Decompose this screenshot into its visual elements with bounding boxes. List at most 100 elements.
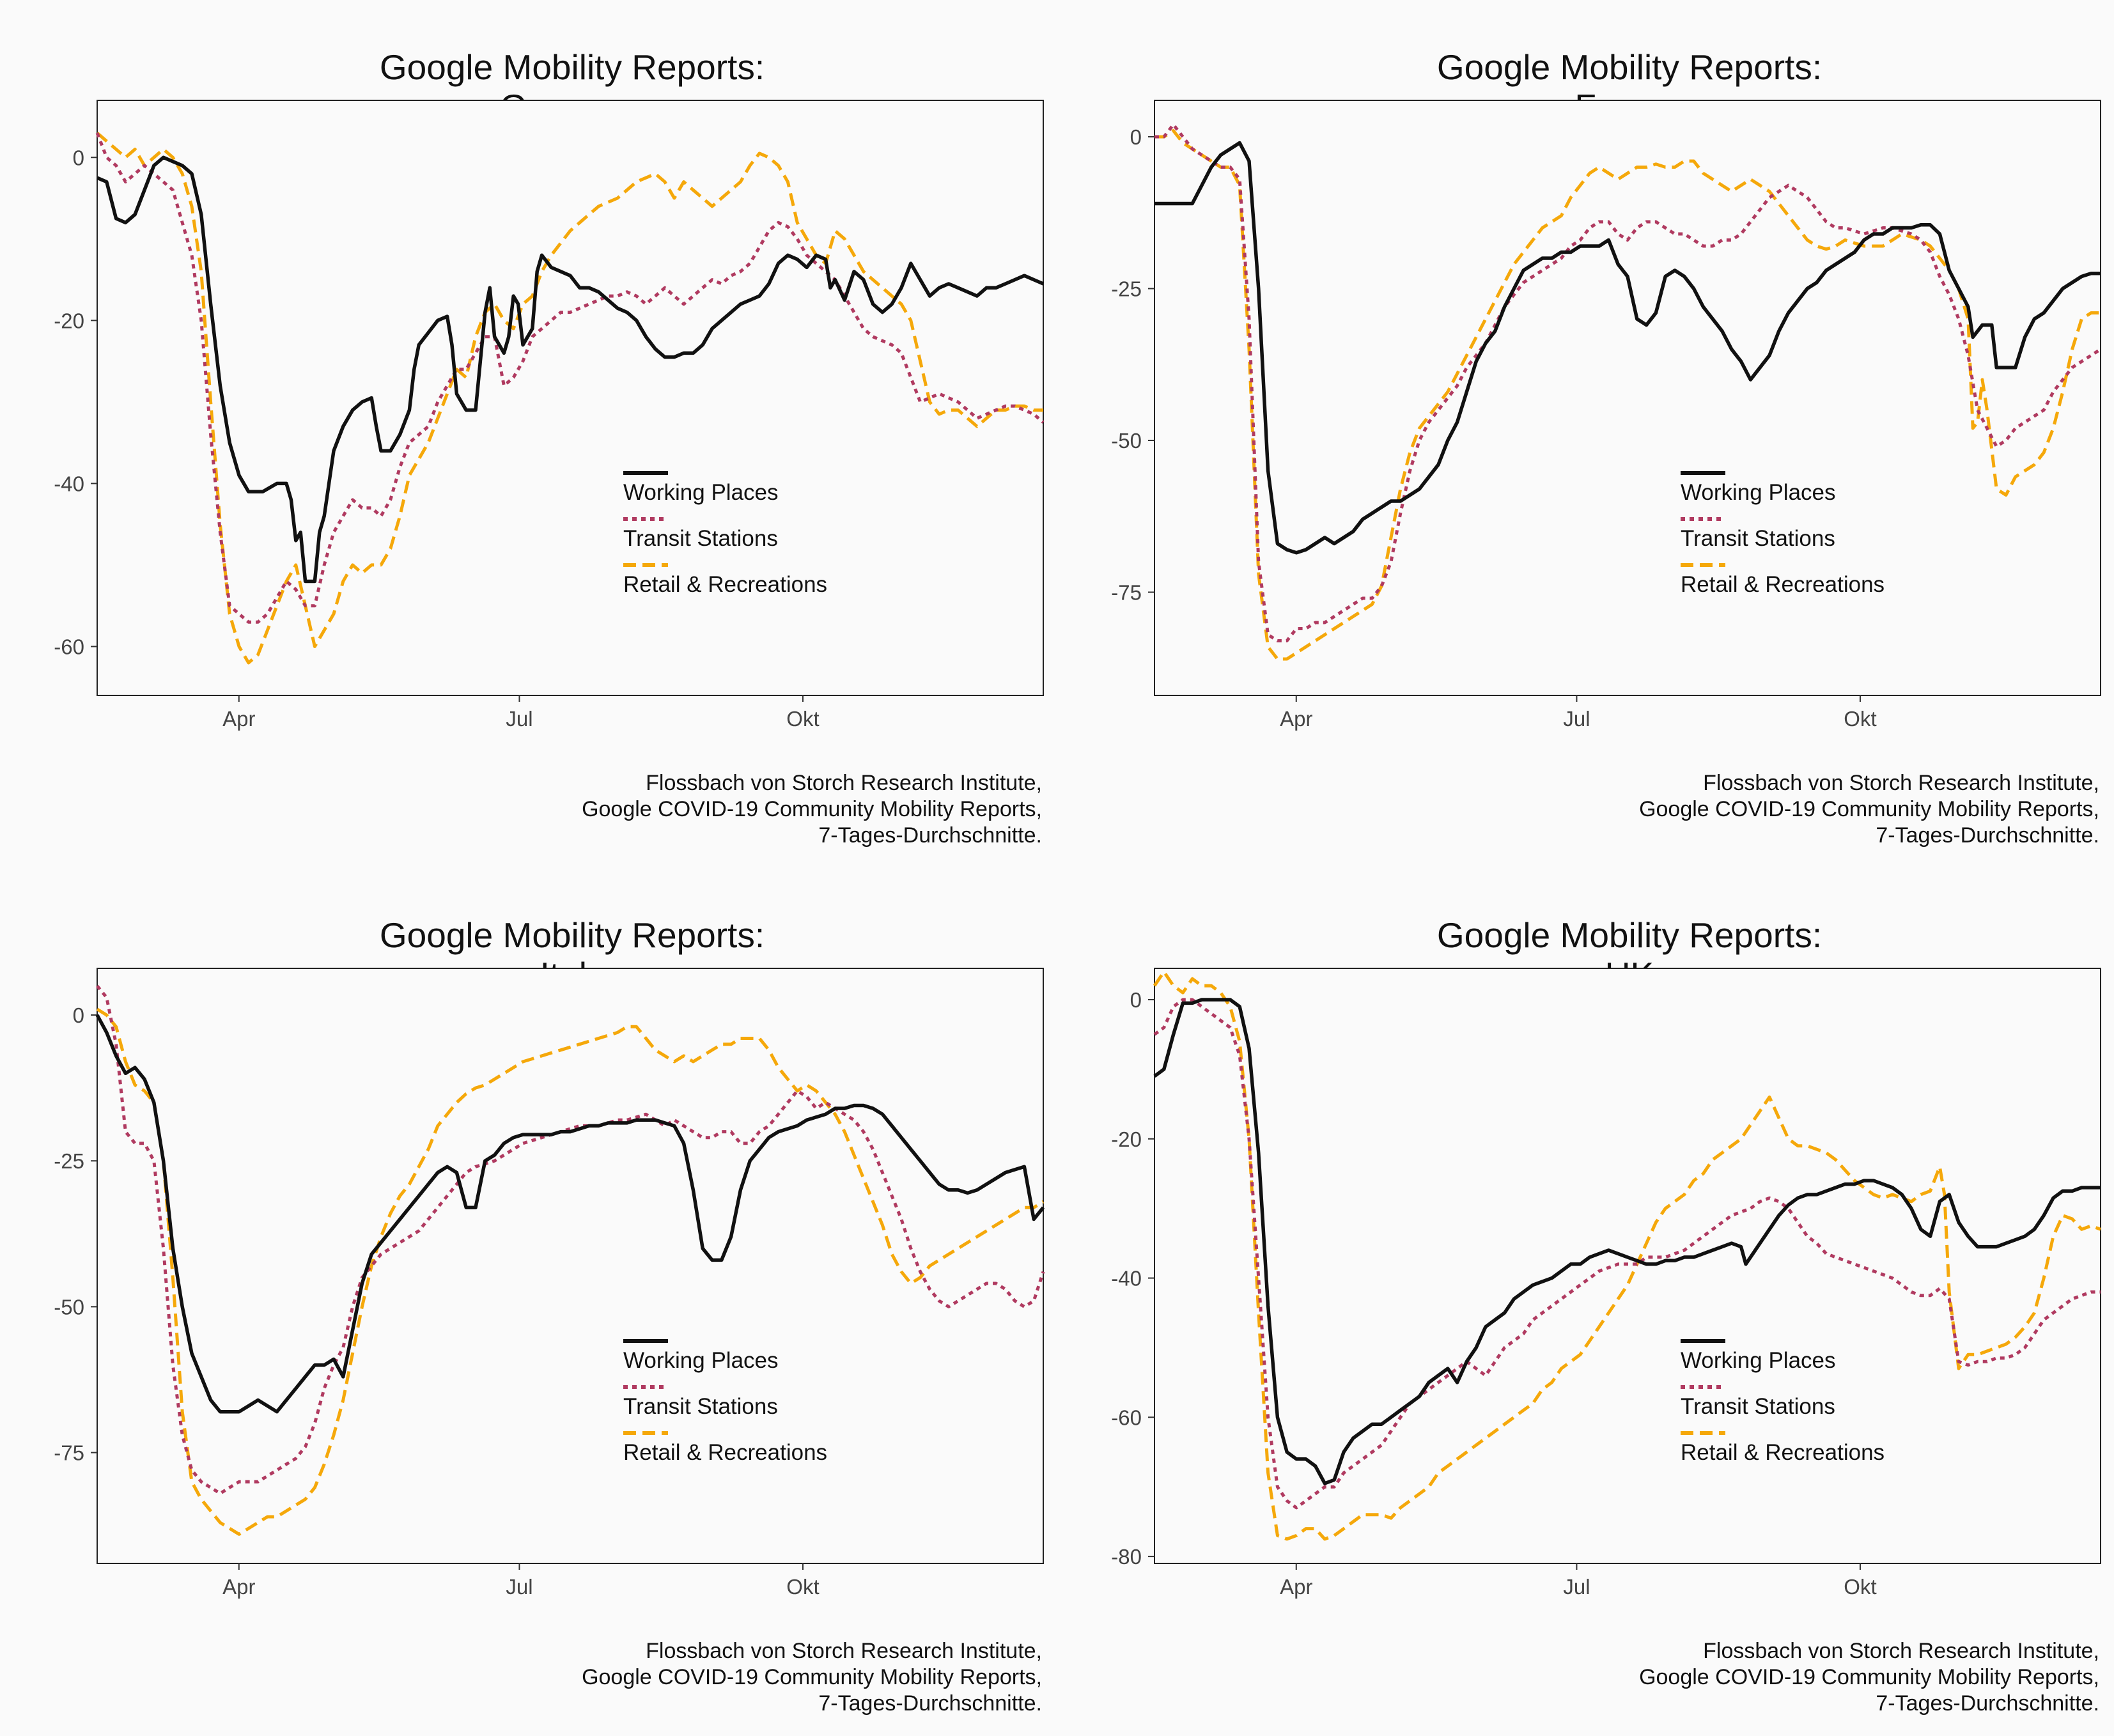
legend-key-working	[623, 471, 668, 475]
caption-line: Flossbach von Storch Research Institute,	[1703, 771, 2099, 795]
legend-item-working: Working Places	[623, 470, 827, 516]
legend-label-retail: Retail & Recreations	[1681, 1440, 1885, 1465]
chart-title: Google Mobility Reports: UK	[1057, 876, 2114, 1034]
caption: Flossbach von Storch Research Institute,…	[1639, 1638, 2099, 1717]
y-tick-label: 0	[1130, 125, 1142, 149]
series-line-transit	[1153, 998, 2101, 1510]
legend: Working Places Transit Stations Retail &…	[1681, 470, 1885, 608]
legend-key-working	[1681, 1339, 1725, 1343]
legend-item-working: Working Places	[1681, 1338, 1885, 1384]
x-tick-label: Okt	[786, 1575, 819, 1599]
legend: Working Places Transit Stations Retail &…	[623, 1338, 827, 1476]
legend-label-working: Working Places	[623, 480, 779, 505]
x-tick-label: Apr	[222, 707, 255, 731]
legend-key-working	[1681, 471, 1725, 475]
series-line-transit	[95, 132, 1045, 624]
legend-item-transit: Transit Stations	[623, 1384, 827, 1430]
legend: Working Places Transit Stations Retail &…	[623, 470, 827, 608]
x-tick-label: Jul	[1563, 1575, 1590, 1599]
series-line-retail	[96, 1007, 1045, 1536]
y-tick-label: -40	[1111, 1267, 1142, 1290]
plot-frame	[1154, 968, 2101, 1564]
panel-uk: Google Mobility Reports: UK 0 -20 -40 -60 -8…	[1057, 868, 2114, 1736]
panel-germany: Google Mobility Reports: Germany 0-20-40…	[0, 0, 1057, 868]
y-tick-label: -40	[54, 472, 84, 495]
x-tick-label: Apr	[222, 1575, 255, 1599]
series-line-transit	[96, 984, 1045, 1495]
caption-line: 7-Tages-Durchschnitte.	[1876, 823, 2099, 848]
legend-item-transit: Transit Stations	[1681, 1384, 1885, 1430]
y-tick-label: -25	[54, 1149, 84, 1173]
legend-label-transit: Transit Stations	[623, 1394, 778, 1419]
y-tick-label: 0	[73, 1004, 84, 1027]
legend-label-retail: Retail & Recreations	[623, 572, 828, 597]
y-tick-label: -50	[54, 1295, 84, 1319]
legend-item-transit: Transit Stations	[1681, 516, 1885, 562]
x-tick-label: Jul	[506, 707, 532, 731]
chart-svg: 0 -20 -40 -60 -80 Apr Jul Okt	[1111, 968, 2101, 1599]
chart-title-line: Google Mobility Reports:	[1436, 915, 1823, 955]
y-tick-label: -75	[54, 1441, 84, 1465]
legend-label-working: Working Places	[1681, 1348, 1836, 1373]
x-tick-label: Okt	[1844, 707, 1876, 731]
legend-label-retail: Retail & Recreations	[623, 1440, 828, 1465]
caption-line: Flossbach von Storch Research Institute,	[1703, 1639, 2099, 1663]
plot-frame	[97, 968, 1044, 1564]
y-tick-label: -25	[1111, 277, 1142, 301]
legend-item-retail: Retail & Recreations	[623, 562, 827, 608]
x-tick-label: Okt	[1844, 1575, 1876, 1599]
y-tick-label: -60	[54, 635, 84, 658]
panel-italy: Google Mobility Reports: Italy 0-25-50-7…	[0, 868, 1057, 1736]
legend-key-transit	[623, 517, 668, 521]
caption-line: 7-Tages-Durchschnitte.	[818, 1691, 1042, 1716]
y-tick-label: -20	[54, 309, 84, 332]
y-tick-label: -20	[1111, 1128, 1142, 1151]
plot-frame	[1154, 100, 2101, 696]
y-tick-label: -50	[1111, 429, 1142, 453]
series-line-working	[95, 1014, 1045, 1414]
series-line-working	[1153, 998, 2101, 1485]
x-tick-label: Jul	[1563, 707, 1590, 731]
series-line-working	[96, 155, 1045, 584]
caption: Flossbach von Storch Research Institute,…	[582, 1638, 1042, 1717]
legend-label-retail: Retail & Recreations	[1681, 572, 1885, 597]
chart-title-line: Google Mobility Reports:	[379, 915, 765, 955]
series-line-working	[1154, 141, 2101, 555]
caption-line: Google COVID-19 Community Mobility Repor…	[582, 797, 1042, 821]
caption-line: Google COVID-19 Community Mobility Repor…	[582, 1665, 1042, 1689]
caption-line: Flossbach von Storch Research Institute,	[646, 771, 1042, 795]
legend-key-transit	[623, 1385, 668, 1389]
legend-item-retail: Retail & Recreations	[623, 1430, 827, 1476]
legend-item-retail: Retail & Recreations	[1681, 562, 1885, 608]
caption: Flossbach von Storch Research Institute,…	[1639, 770, 2099, 849]
chart-svg: 0 -20 -40 -60 Apr Jul Okt	[54, 100, 1045, 731]
legend-key-retail	[1681, 563, 1725, 567]
chart-title-line: Google Mobility Reports:	[379, 47, 765, 87]
legend-key-transit	[1681, 517, 1725, 521]
caption: Flossbach von Storch Research Institute,…	[582, 770, 1042, 849]
chart-title: Google Mobility Reports: Italy	[0, 876, 1144, 1034]
caption-line: Google COVID-19 Community Mobility Repor…	[1639, 797, 2099, 821]
series-line-retail	[96, 132, 1043, 665]
legend-item-retail: Retail & Recreations	[1681, 1430, 1885, 1476]
series-line-transit	[1154, 123, 2102, 642]
legend: Working Places Transit Stations Retail &…	[1681, 1338, 1885, 1476]
legend-key-retail	[623, 1431, 668, 1435]
panel-france: Google Mobility Reports: France 0 -25 -50 -…	[1057, 0, 2114, 868]
legend-label-transit: Transit Stations	[623, 526, 778, 551]
legend-label-transit: Transit Stations	[1681, 1394, 1835, 1419]
legend-key-retail	[623, 563, 668, 567]
legend-key-working	[623, 1339, 668, 1343]
x-tick-label: Jul	[506, 1575, 532, 1599]
y-tick-label: 0	[1130, 988, 1142, 1012]
y-tick-label: 0	[73, 146, 84, 169]
caption-line: 7-Tages-Durchschnitte.	[818, 823, 1042, 848]
legend-label-transit: Transit Stations	[1681, 526, 1835, 551]
legend-item-working: Working Places	[623, 1338, 827, 1384]
legend-item-transit: Transit Stations	[623, 516, 827, 562]
chart-title-line: Google Mobility Reports:	[1436, 47, 1823, 87]
caption-line: Flossbach von Storch Research Institute,	[646, 1639, 1042, 1663]
caption-line: Google COVID-19 Community Mobility Repor…	[1639, 1665, 2099, 1689]
x-tick-label: Okt	[786, 707, 819, 731]
